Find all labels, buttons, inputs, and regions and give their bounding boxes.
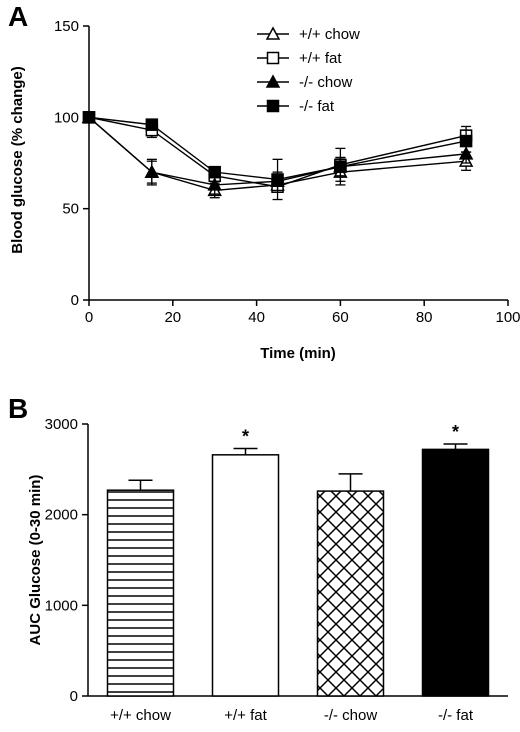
panel-a-point: [144, 164, 160, 178]
panel-b-bar-group-2: -/- chow: [316, 473, 385, 724]
panel-a-point: [459, 134, 473, 148]
panel-a-data: [81, 109, 474, 201]
panel-b-bar-3: [421, 448, 490, 697]
panel-a-legend-label-1: +/+ fat: [299, 50, 342, 67]
panel-a-y-axis-title: Blood glucose (% change): [9, 66, 26, 254]
panel-a-legend-label-3: -/- fat: [299, 98, 335, 115]
panel-b-bar-0: [106, 489, 175, 697]
panel-a-x-axis-title: Time (min): [260, 345, 336, 362]
panel-b-category-label-1: +/+ fat: [224, 707, 267, 724]
panel-b-category-label-0: +/+ chow: [110, 707, 171, 724]
panel-a-legend: +/+ chow +/+ fat -/- chow -/- fat: [257, 26, 360, 115]
panel-b-y-tick-label-0: 0: [70, 688, 78, 705]
panel-b-significance-mark-3: *: [452, 422, 459, 442]
panel-a-legend-label-2: -/- chow: [299, 74, 353, 91]
panel-a-point: [82, 111, 96, 124]
panel-a-legend-marker-3: [266, 99, 280, 113]
panel-a-y-tick-label-1: 50: [62, 201, 79, 218]
panel-b-bar-group-0: +/+ chow: [106, 479, 175, 724]
panel-b-y-tick-label-2: 2000: [45, 507, 78, 524]
panel-b-y-axis-title: AUC Glucose (0-30 min): [27, 475, 44, 646]
panel-a-series-line-2: [88, 116, 467, 186]
panel-b-y-tick-label-1: 1000: [45, 597, 78, 614]
panel-b-bar-1: [211, 454, 280, 697]
panel-a-x-tick-label-4: 80: [416, 309, 433, 326]
panel-a-line-chart: A Blood glucose (% change) Time (min) 0 5…: [8, 1, 520, 362]
panel-a-legend-marker-1: [266, 51, 280, 65]
panel-a-letter: A: [8, 1, 28, 32]
panel-a-point: [458, 146, 474, 160]
panel-b-bar-2: [316, 490, 385, 697]
panel-a-legend-marker-2: [265, 74, 281, 88]
panel-a-axes: 0 50 100 150 0 20 40 60 80 100: [54, 18, 520, 326]
panel-a-x-tick-label-1: 20: [164, 309, 181, 326]
panel-b-bar-group-1: +/+ fat *: [211, 426, 280, 724]
panel-b-letter: B: [8, 393, 28, 424]
panel-a-series-3: [82, 111, 473, 201]
panel-b-bar-chart: B AUC Glucose (0-30 min) 0 1000 2000 3000 +…: [8, 393, 508, 724]
panel-b-y-tick-label-3: 3000: [45, 416, 78, 433]
panel-a-series-line-1: [88, 116, 467, 188]
panel-a-x-tick-label-0: 0: [85, 309, 93, 326]
panel-a-legend-marker-0: [265, 26, 281, 40]
panel-a-point: [334, 160, 347, 173]
panel-a-y-tick-label-0: 0: [71, 292, 79, 309]
panel-a-point: [208, 165, 221, 179]
panel-b-category-label-2: -/- chow: [324, 707, 378, 724]
panel-a-x-tick-label-3: 60: [332, 309, 349, 326]
panel-a-point: [207, 177, 222, 191]
panel-b-bars: +/+ chow +/+ fat * -/- chow -/- fat *: [106, 422, 490, 724]
panel-a-point: [271, 173, 284, 186]
panel-b-significance-mark-1: *: [242, 426, 249, 446]
panel-a-x-tick-label-2: 40: [248, 309, 265, 326]
panel-b-bar-group-3: -/- fat *: [421, 422, 490, 724]
panel-a-legend-label-0: +/+ chow: [299, 26, 360, 43]
panel-a-x-tick-label-5: 100: [495, 309, 520, 326]
panel-a-y-tick-label-2: 100: [54, 109, 79, 126]
panel-a-point: [145, 118, 159, 131]
panel-a-series-line-3: [88, 116, 467, 181]
panel-a-y-tick-label-3: 150: [54, 18, 79, 35]
panel-b-category-label-3: -/- fat: [438, 707, 474, 724]
